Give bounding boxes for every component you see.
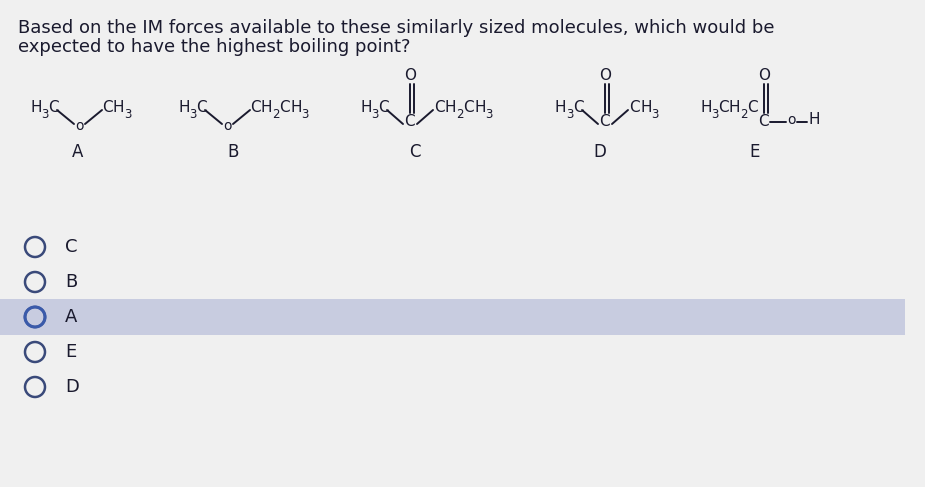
Text: 2: 2 bbox=[456, 109, 463, 121]
Text: E: E bbox=[65, 343, 76, 361]
Text: H: H bbox=[808, 112, 820, 128]
Text: C: C bbox=[599, 114, 610, 130]
Text: E: E bbox=[750, 143, 760, 161]
Text: o: o bbox=[787, 113, 796, 127]
Text: C: C bbox=[758, 114, 769, 130]
Text: B: B bbox=[228, 143, 239, 161]
Text: C: C bbox=[747, 100, 758, 115]
Text: 3: 3 bbox=[566, 109, 574, 121]
Text: C: C bbox=[463, 100, 474, 115]
Text: C: C bbox=[718, 100, 729, 115]
Text: H: H bbox=[555, 100, 566, 115]
Text: C: C bbox=[378, 100, 388, 115]
Text: 3: 3 bbox=[189, 109, 196, 121]
FancyBboxPatch shape bbox=[0, 299, 905, 335]
Text: expected to have the highest boiling point?: expected to have the highest boiling poi… bbox=[18, 38, 411, 56]
Text: 3: 3 bbox=[651, 109, 659, 121]
Text: C: C bbox=[629, 100, 639, 115]
Text: C: C bbox=[434, 100, 445, 115]
Text: 2: 2 bbox=[272, 109, 279, 121]
Text: H: H bbox=[700, 100, 711, 115]
Text: C: C bbox=[404, 114, 414, 130]
Text: 3: 3 bbox=[301, 109, 308, 121]
Text: C: C bbox=[65, 238, 78, 256]
Text: 3: 3 bbox=[124, 109, 131, 121]
Text: H: H bbox=[178, 100, 190, 115]
Text: C: C bbox=[279, 100, 290, 115]
Text: C: C bbox=[196, 100, 206, 115]
Text: Based on the IM forces available to these similarly sized molecules, which would: Based on the IM forces available to thes… bbox=[18, 19, 774, 37]
Text: C: C bbox=[250, 100, 261, 115]
Text: H: H bbox=[360, 100, 372, 115]
Text: O: O bbox=[599, 69, 611, 83]
Text: H: H bbox=[290, 100, 302, 115]
Text: D: D bbox=[65, 378, 79, 396]
Text: C: C bbox=[102, 100, 113, 115]
Text: H: H bbox=[261, 100, 273, 115]
Text: H: H bbox=[729, 100, 741, 115]
Text: o: o bbox=[223, 119, 231, 133]
Text: O: O bbox=[404, 69, 416, 83]
Text: 3: 3 bbox=[711, 109, 719, 121]
Text: 3: 3 bbox=[41, 109, 48, 121]
Text: o: o bbox=[75, 119, 83, 133]
Text: H: H bbox=[445, 100, 457, 115]
Text: B: B bbox=[65, 273, 78, 291]
Text: C: C bbox=[409, 143, 421, 161]
Text: C: C bbox=[573, 100, 584, 115]
Text: C: C bbox=[48, 100, 58, 115]
Text: 2: 2 bbox=[740, 109, 747, 121]
Text: H: H bbox=[30, 100, 42, 115]
Text: H: H bbox=[640, 100, 651, 115]
Text: H: H bbox=[113, 100, 125, 115]
Text: 3: 3 bbox=[485, 109, 492, 121]
Text: H: H bbox=[474, 100, 486, 115]
Text: A: A bbox=[72, 143, 83, 161]
Text: O: O bbox=[758, 69, 770, 83]
Text: D: D bbox=[594, 143, 607, 161]
Text: 3: 3 bbox=[371, 109, 378, 121]
Text: A: A bbox=[65, 308, 78, 326]
